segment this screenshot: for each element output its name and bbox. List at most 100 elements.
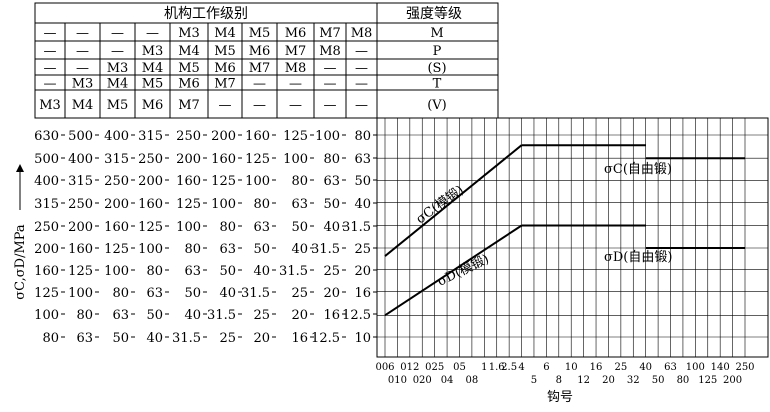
- stress-value: 40: [291, 242, 308, 257]
- work-grade-cell: —: [111, 44, 124, 59]
- x-tick-label: 40: [639, 362, 652, 373]
- work-grade-cell: —: [76, 61, 89, 76]
- work-grade-cell: —: [44, 26, 57, 41]
- table-grid: [34, 2, 499, 119]
- work-grade-cell: M4: [178, 44, 200, 59]
- work-grade-cell: M7: [285, 44, 307, 59]
- work-grade-cell: M6: [214, 61, 236, 76]
- stress-value: 50: [219, 264, 236, 279]
- x-tick-label: 80: [677, 375, 690, 386]
- stress-value: 20: [323, 286, 340, 301]
- stress-value: 31.5: [311, 242, 340, 257]
- stress-value: 25: [253, 308, 270, 323]
- stress-value: 125: [104, 242, 129, 257]
- stress-value: 100: [104, 264, 129, 279]
- stress-value: 63: [76, 331, 93, 346]
- strength-grade-cell: T: [433, 77, 442, 92]
- stress-value: 50: [146, 308, 163, 323]
- x-tick-label: 50: [652, 375, 665, 386]
- stress-value: 25: [323, 264, 340, 279]
- stress-value: 125: [211, 174, 236, 189]
- series-line: [384, 224, 523, 317]
- work-grade-cell: —: [355, 98, 368, 113]
- x-tick-label: 1: [481, 362, 487, 373]
- stress-value: 50: [112, 331, 129, 346]
- work-grade-cell: M4: [72, 98, 94, 113]
- work-grade-cell: M6: [249, 44, 271, 59]
- x-tick-label: 25: [614, 362, 627, 373]
- stress-value: 80: [146, 264, 163, 279]
- stress-value: 125: [283, 129, 308, 144]
- stress-value: 100: [176, 220, 201, 235]
- stress-value: 160: [176, 174, 201, 189]
- stress-value: 500: [68, 129, 93, 144]
- work-grade-cell: —: [76, 44, 89, 59]
- stress-value: 50: [253, 242, 270, 257]
- annotation-sigma-d-die: σD(模锻): [435, 252, 491, 290]
- stress-value: 400: [34, 174, 59, 189]
- stress-value: 80: [291, 174, 308, 189]
- x-tick-label: 63: [664, 362, 677, 373]
- stress-value: 125: [34, 286, 59, 301]
- stress-value: 80: [184, 242, 201, 257]
- stress-value: 80: [323, 152, 340, 167]
- stress-value: 31.5: [279, 264, 308, 279]
- stress-value: 12.5: [311, 331, 340, 346]
- work-grade-cell: M3: [142, 44, 164, 59]
- grades-table: — — — — M3 M4 M5 M6 M7 M8 M— — — M3 M4 M5 M6 M7 M8— P— — M3 M4…: [39, 26, 447, 113]
- stress-value: 20: [253, 331, 270, 346]
- stress-value: 63: [354, 152, 371, 167]
- stress-value: 315: [138, 129, 163, 144]
- stress-value: 40: [354, 197, 371, 212]
- stress-value: 100: [211, 197, 236, 212]
- work-grade-cell: —: [355, 61, 368, 76]
- stress-value: 125: [68, 264, 93, 279]
- x-axis-ticks: 006 012 025 05 1 1.62.5 4 6 10 16 25 40 63 100 140 250 0…: [375, 362, 754, 386]
- x-tick-label: 20: [602, 375, 615, 386]
- stress-value: 80: [76, 308, 93, 323]
- x-tick-label: 5: [531, 375, 537, 386]
- stress-value: 40: [253, 264, 270, 279]
- stress-value: 160: [104, 220, 129, 235]
- series-line: [384, 144, 523, 257]
- stress-value: 40: [146, 331, 163, 346]
- work-grade-cell: M7: [319, 26, 341, 41]
- stress-value: 160: [245, 129, 270, 144]
- stress-value: 200: [211, 129, 236, 144]
- stress-value: 25: [219, 331, 236, 346]
- stress-value: 63: [112, 308, 129, 323]
- x-tick-label: 200: [723, 375, 742, 386]
- x-tick-label: 250: [735, 362, 754, 373]
- stress-value: 315: [68, 174, 93, 189]
- y-axis-label: σC,σD/MPa: [13, 224, 28, 300]
- x-tick-label: 2.5: [501, 362, 517, 373]
- stress-value: 63: [184, 264, 201, 279]
- x-tick-label: 006: [375, 362, 394, 373]
- stress-value: 20: [354, 264, 371, 279]
- work-grade-cell: M5: [107, 98, 129, 113]
- stress-value: 10: [354, 331, 371, 346]
- work-grade-cell: M6: [142, 98, 164, 113]
- x-axis-label: 钩号: [547, 390, 573, 405]
- stress-value: 31.5: [207, 308, 236, 323]
- stress-value: 16: [291, 331, 308, 346]
- stress-value: 125: [176, 197, 201, 212]
- stress-value: 16: [354, 286, 371, 301]
- x-tick-label: 1.6: [489, 362, 505, 373]
- stress-value: 63: [219, 242, 236, 257]
- work-grade-cell: M5: [214, 44, 236, 59]
- stress-value: 250: [34, 220, 59, 235]
- x-tick-label: 08: [466, 375, 479, 386]
- work-grade-cell: M8: [351, 26, 373, 41]
- stress-value: 250: [176, 129, 201, 144]
- work-grade-cell: —: [253, 98, 266, 113]
- stress-value: 160: [34, 264, 59, 279]
- stress-value: 63: [253, 220, 270, 235]
- stress-value: 250: [68, 197, 93, 212]
- x-tick-label: 100: [686, 362, 705, 373]
- stress-value: 31.5: [172, 331, 201, 346]
- work-grade-cell: —: [324, 61, 337, 76]
- work-grade-cell: —: [355, 44, 368, 59]
- stress-value: 50: [323, 197, 340, 212]
